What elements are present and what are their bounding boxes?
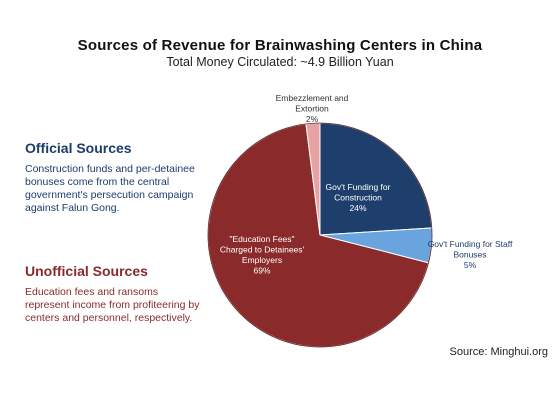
official-sources-heading: Official Sources	[25, 140, 132, 156]
source-credit: Source: Minghui.org	[449, 346, 548, 358]
unofficial-sources-text: Education fees and ransoms represent inc…	[25, 286, 200, 324]
slice-label-education-fees: "Education Fees" Charged to Detainees' Emp…	[220, 234, 305, 276]
slice-label-staff-bonuses: Gov't Funding for Staff Bonuses 5%	[428, 239, 513, 270]
unofficial-sources-heading: Unofficial Sources	[25, 263, 148, 279]
chart-title: Sources of Revenue for Brainwashing Cent…	[77, 37, 483, 54]
chart-subtitle: Total Money Circulated: ~4.9 Billion Yua…	[166, 55, 394, 69]
slice-label-construction: Gov't Funding for Construction 24%	[326, 182, 391, 213]
official-sources-text: Construction funds and per-detainee bonu…	[25, 163, 195, 214]
pie-slice-construction	[319, 122, 433, 236]
slice-label-embezzlement: Embezzlement and Extortion 2%	[276, 93, 349, 124]
pie-outline	[207, 122, 433, 348]
